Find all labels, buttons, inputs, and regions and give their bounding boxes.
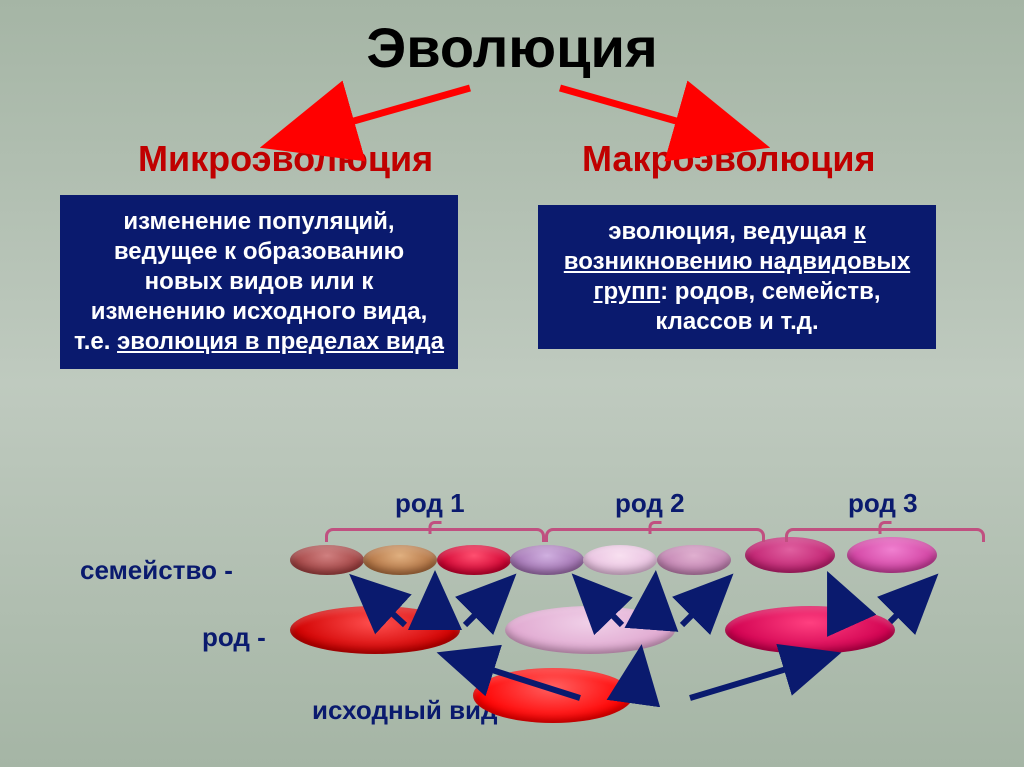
micro-def-box: изменение популяций, ведущее к образован… <box>60 195 458 369</box>
arrows-svg <box>0 0 1024 767</box>
main-title: Эволюция <box>0 15 1024 80</box>
macro-def-pre: эволюция, ведущая <box>608 218 854 245</box>
ellipse-sp_m3 <box>657 545 731 575</box>
ellipse-sp_r1 <box>745 537 835 573</box>
ellipse-rod_r <box>725 606 895 654</box>
micro-def-u: эволюция в пределах вида <box>117 328 444 355</box>
red-arrow <box>560 88 750 142</box>
macro-label: Макроэволюция <box>582 138 875 180</box>
origin-label: исходный вид <box>312 695 498 726</box>
blue-arrow <box>465 582 508 625</box>
bracket-1 <box>545 528 765 542</box>
ellipse-sp_l2 <box>363 545 437 575</box>
blue-arrow <box>890 582 930 622</box>
ellipse-sp_l1 <box>290 545 364 575</box>
ellipse-sp_m2 <box>583 545 657 575</box>
bracket-0 <box>325 528 545 542</box>
family-label: семейство - <box>80 555 233 586</box>
blue-arrow <box>690 656 830 698</box>
rod3-label: род 3 <box>848 488 918 519</box>
blue-arrow <box>635 656 640 692</box>
ellipse-sp_l3 <box>437 545 511 575</box>
rod1-label: род 1 <box>395 488 465 519</box>
macro-def-box: эволюция, ведущая к возникновению надвид… <box>538 205 936 349</box>
blue-arrow <box>682 582 725 625</box>
rod-label: род - <box>202 622 266 653</box>
rod2-label: род 2 <box>615 488 685 519</box>
micro-label: Микроэволюция <box>138 138 433 180</box>
ellipse-sp_r2 <box>847 537 937 573</box>
red-arrow <box>280 88 470 142</box>
bracket-2 <box>785 528 985 542</box>
macro-def-post: : родов, семейств, классов и т.д. <box>655 278 880 335</box>
ellipse-rod_m <box>505 606 675 654</box>
ellipse-sp_m1 <box>510 545 584 575</box>
ellipse-origin <box>473 668 633 723</box>
ellipse-rod_l <box>290 606 460 654</box>
